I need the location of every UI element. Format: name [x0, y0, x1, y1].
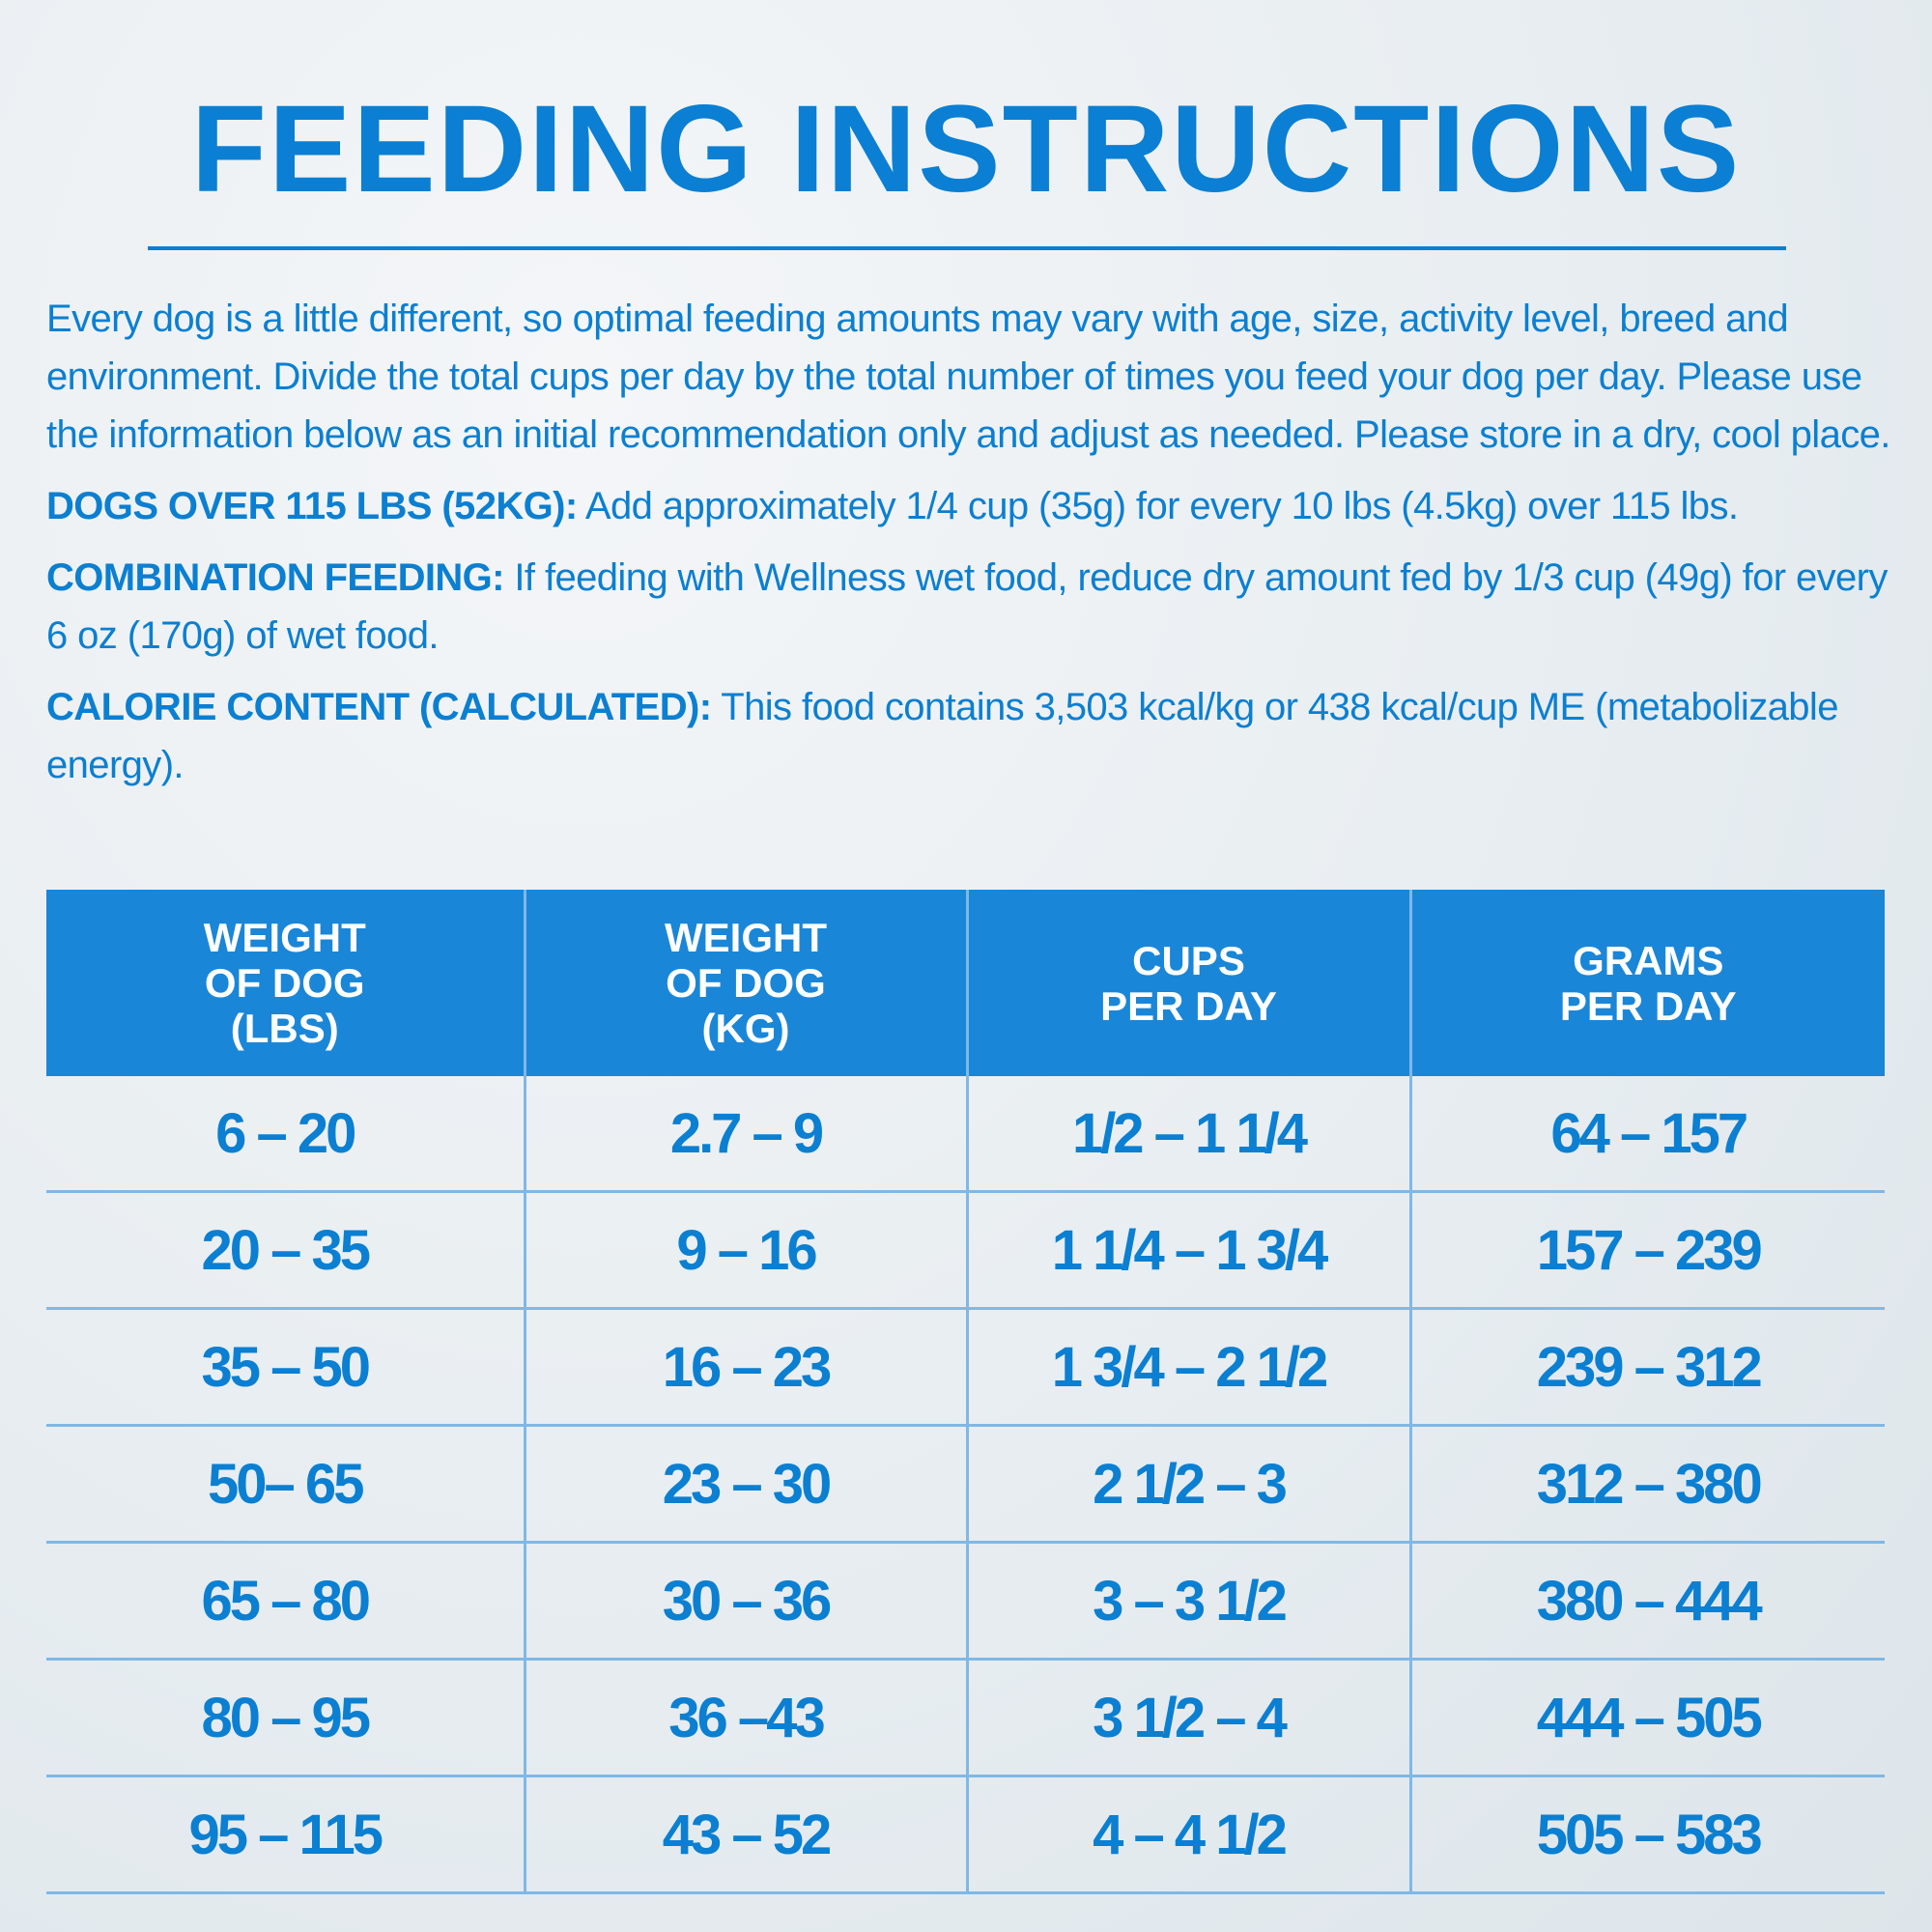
note: DOGS OVER 115 LBS (52KG): Add approximat… [46, 477, 1891, 535]
table-cell: 312 – 380 [1408, 1425, 1885, 1544]
table-body: 6 – 20 2.7 – 9 1/2 – 1 1/4 64 – 157 20 – 35 9… [46, 1076, 1885, 1894]
header-line: WEIGHT [203, 915, 366, 960]
table-cell: 1 3/4 – 2 1/2 [965, 1308, 1410, 1427]
table-cell: 64 – 157 [1408, 1076, 1885, 1193]
header-line: GRAMS [1573, 937, 1724, 983]
note-text: If feeding with Wellness wet food, reduc… [46, 556, 1888, 657]
table-row: 65 – 80 30 – 36 3 – 3 1/2 380 – 444 [46, 1542, 1885, 1661]
header-cell: WEIGHT OF DOG (KG) [523, 890, 967, 1076]
instructions: Every dog is a little different, so opti… [46, 290, 1891, 808]
table-cell: 43 – 52 [523, 1776, 967, 1894]
table-cell: 80 – 95 [46, 1659, 525, 1777]
table-row: 35 – 50 16 – 23 1 3/4 – 2 1/2 239 – 312 [46, 1308, 1885, 1427]
table-cell: 239 – 312 [1408, 1308, 1885, 1427]
table-cell: 505 – 583 [1408, 1776, 1885, 1894]
table-cell: 380 – 444 [1408, 1542, 1885, 1661]
table-cell: 65 – 80 [46, 1542, 525, 1661]
table-cell: 36 –43 [523, 1659, 967, 1777]
table-cell: 95 – 115 [46, 1776, 525, 1894]
note-label: DOGS OVER 115 LBS (52KG): [46, 485, 578, 527]
table-cell: 4 – 4 1/2 [965, 1776, 1410, 1894]
header-line: CUPS [1132, 937, 1245, 983]
header-cell: CUPS PER DAY [965, 890, 1410, 1076]
table-cell: 2.7 – 9 [523, 1076, 967, 1193]
table-cell: 50– 65 [46, 1425, 525, 1544]
header-line: (LBS) [230, 1006, 339, 1051]
note-text: Add approximately 1/4 cup (35g) for ever… [584, 485, 1739, 527]
table-cell: 157 – 239 [1408, 1191, 1885, 1310]
title: FEEDING INSTRUCTIONS [190, 80, 1742, 218]
header-line: PER DAY [1559, 982, 1737, 1029]
title-rule [148, 246, 1786, 250]
table-row: 80 – 95 36 –43 3 1/2 – 4 444 – 505 [46, 1659, 1885, 1777]
table-cell: 20 – 35 [46, 1191, 525, 1310]
note: CALORIE CONTENT (CALCULATED): This food … [46, 678, 1891, 794]
header-cell: GRAMS PER DAY [1408, 890, 1885, 1076]
table-cell: 30 – 36 [523, 1542, 967, 1661]
header-line: OF DOG [666, 960, 826, 1006]
table-cell: 2 1/2 – 3 [965, 1425, 1410, 1544]
table-cell: 1/2 – 1 1/4 [965, 1076, 1410, 1193]
header-cell: WEIGHT OF DOG (LBS) [46, 890, 525, 1076]
table-cell: 23 – 30 [523, 1425, 967, 1544]
header-line: PER DAY [1100, 982, 1277, 1029]
table-cell: 444 – 505 [1408, 1659, 1885, 1777]
feeding-table: WEIGHT OF DOG (LBS) WEIGHT OF DOG (KG) CUPS PER… [46, 890, 1885, 1894]
table-row: 20 – 35 9 – 16 1 1/4 – 1 3/4 157 – 239 [46, 1191, 1885, 1310]
table-cell: 3 1/2 – 4 [965, 1659, 1410, 1777]
header-line: OF DOG [204, 960, 365, 1006]
table-cell: 3 – 3 1/2 [965, 1542, 1410, 1661]
table-cell: 35 – 50 [46, 1308, 525, 1427]
table-cell: 16 – 23 [523, 1308, 967, 1427]
table-row: 95 – 115 43 – 52 4 – 4 1/2 505 – 583 [46, 1776, 1885, 1894]
header-line: (KG) [701, 1006, 790, 1051]
table-cell: 6 – 20 [46, 1076, 525, 1193]
table-row: 50– 65 23 – 30 2 1/2 – 3 312 – 380 [46, 1425, 1885, 1544]
note-label: COMBINATION FEEDING: [46, 556, 505, 599]
table-cell: 1 1/4 – 1 3/4 [965, 1191, 1410, 1310]
note-text: This food contains 3,503 kcal/kg or 438 … [46, 686, 1838, 786]
note-label: CALORIE CONTENT (CALCULATED): [46, 686, 712, 728]
intro: Every dog is a little different, so opti… [46, 298, 1890, 456]
header-line: WEIGHT [665, 915, 827, 960]
table-cell: 9 – 16 [523, 1191, 967, 1310]
table-row: 6 – 20 2.7 – 9 1/2 – 1 1/4 64 – 157 [46, 1076, 1885, 1193]
note: COMBINATION FEEDING: If feeding with Wel… [46, 549, 1891, 665]
header-row: WEIGHT OF DOG (LBS) WEIGHT OF DOG (KG) CUPS PER… [46, 890, 1885, 1076]
